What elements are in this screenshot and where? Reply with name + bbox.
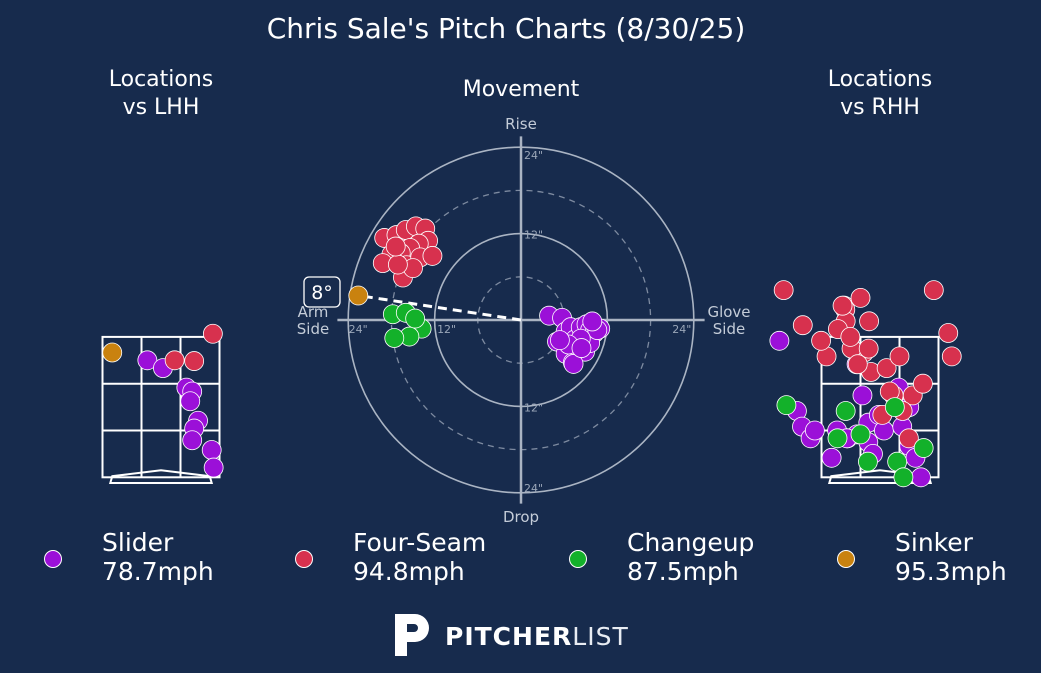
pitcherlist-logo: PITCHERLIST (393, 612, 628, 658)
ring-label-2: 24" (524, 149, 543, 162)
point-rhh-slider-18 (911, 467, 931, 488)
point-lhh-slider-8 (182, 430, 203, 451)
ring-label-1: 12" (524, 229, 543, 242)
legend-speed-slider: 78.7mph (102, 557, 214, 586)
home-plate-lhh (108, 469, 214, 484)
point-rhh-four-seam-1 (773, 280, 794, 301)
axis-label-glove-side-line-1: Glove (707, 303, 750, 321)
point-lhh-slider-5 (180, 391, 201, 412)
point-rhh-four-seam-16 (941, 346, 962, 367)
movement-point-slider-22 (571, 338, 592, 358)
movement-point-slider-18 (582, 311, 603, 332)
point-rhh-four-seam-14 (923, 280, 944, 301)
axis-label-drop: Drop (503, 508, 539, 526)
point-rhh-slider-24 (852, 385, 873, 406)
point-rhh-four-seam-17 (811, 330, 832, 351)
point-rhh-four-seam-10 (876, 358, 897, 379)
point-rhh-four-seam-23 (840, 326, 861, 347)
legend-speed-sinker: 95.3mph (895, 557, 1007, 586)
ring-label-6: 24" (524, 482, 543, 495)
point-rhh-changeup-2 (827, 428, 848, 449)
ring-label-8: 24" (672, 323, 691, 336)
panel-title-rhh-line-2: vs RHH (840, 95, 920, 120)
legend-speed-four-seam: 94.8mph (353, 557, 465, 586)
ring-label-5: 12" (524, 401, 543, 414)
point-rhh-four-seam-24 (858, 338, 879, 359)
legend-swatch-four-seam (295, 550, 313, 568)
movement-point-sinker-1 (348, 285, 369, 306)
logo-text-light: LIST (572, 622, 629, 651)
legend-swatch-sinker (837, 550, 855, 568)
legend-label-four-seam: Four-Seam (353, 528, 487, 557)
ring-label-4: 24" (349, 323, 368, 336)
ring-label-3: 12" (437, 323, 456, 336)
arm-angle-label: 8° (311, 282, 333, 304)
logo-text-bold: PITCHER (445, 622, 573, 651)
movement-title: Movement (463, 77, 580, 102)
point-rhh-changeup-7 (913, 438, 934, 458)
movement-point-slider-23 (549, 330, 570, 351)
point-lhh-slider-10 (203, 457, 224, 478)
legend-speed-changeup: 87.5mph (627, 557, 739, 586)
point-rhh-changeup-9 (893, 467, 914, 488)
arm-angle-box (303, 276, 341, 308)
point-rhh-four-seam-2 (792, 315, 813, 336)
legend-label-sinker: Sinker (895, 528, 973, 557)
movement-point-slider-21 (563, 354, 584, 374)
point-rhh-four-seam-11 (889, 346, 910, 367)
chart-title: Chris Sale's Pitch Charts (8/30/25) (267, 12, 746, 45)
movement-point-changeup-5 (384, 328, 405, 348)
point-rhh-four-seam-7 (859, 311, 879, 332)
legend-swatch-slider (44, 550, 62, 568)
point-rhh-four-seam-19 (847, 354, 868, 375)
point-rhh-four-seam-15 (938, 323, 959, 343)
movement-point-four-seam-14 (422, 246, 443, 266)
point-rhh-slider-5 (804, 420, 825, 441)
axis-label-glove-side-line-2: Side (713, 320, 745, 338)
point-rhh-slider-1 (769, 330, 790, 351)
point-rhh-four-seam-13 (913, 373, 933, 394)
panel-title-lhh-line-2: vs LHH (123, 95, 200, 120)
legend-label-slider: Slider (102, 528, 174, 557)
legend-label-changeup: Changeup (627, 528, 755, 557)
strike-zone-rhh (820, 335, 940, 479)
axis-label-rise: Rise (505, 115, 537, 133)
point-lhh-four-seam-3 (202, 323, 223, 344)
point-rhh-changeup-4 (850, 424, 871, 445)
strike-zone-lhh (101, 335, 221, 479)
point-lhh-four-seam-1 (164, 350, 185, 371)
axis-label-arm-side-line-2: Side (297, 320, 329, 338)
point-rhh-changeup-3 (835, 401, 856, 421)
arm-angle-line (358, 294, 522, 322)
point-rhh-slider-6 (821, 447, 842, 468)
movement-point-four-seam-17 (387, 254, 408, 275)
legend-swatch-changeup (569, 550, 587, 568)
point-lhh-slider-9 (201, 440, 222, 460)
point-rhh-four-seam-29 (898, 428, 919, 449)
point-rhh-changeup-1 (776, 395, 797, 416)
point-rhh-four-seam-6 (850, 287, 871, 308)
movement-point-changeup-6 (405, 308, 426, 329)
point-lhh-sinker-1 (102, 342, 123, 363)
point-lhh-slider-1 (137, 350, 158, 371)
movement-point-four-seam-18 (385, 236, 406, 257)
panel-title-rhh-line-1: Locations (828, 67, 933, 92)
point-rhh-four-seam-21 (832, 295, 853, 316)
point-rhh-changeup-6 (884, 397, 905, 418)
pitcherlist-p-icon (395, 614, 429, 656)
point-lhh-four-seam-2 (184, 351, 205, 371)
point-rhh-changeup-5 (858, 451, 878, 472)
panel-title-lhh-line-1: Locations (109, 67, 214, 92)
